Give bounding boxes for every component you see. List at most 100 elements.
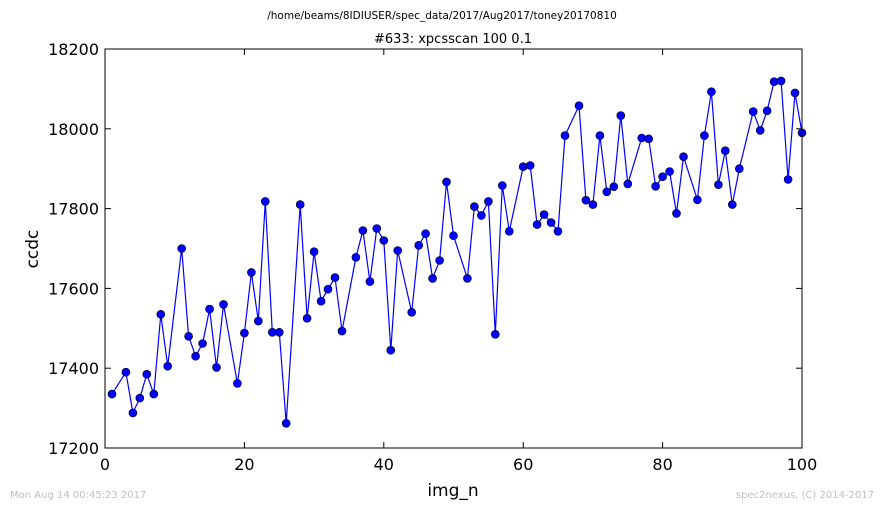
series-line: [111, 80, 803, 424]
data-point: [184, 331, 193, 341]
data-point: [428, 274, 437, 283]
data-point: [205, 304, 214, 314]
data-point: [386, 345, 396, 355]
data-point: [525, 161, 535, 170]
data-point: [274, 327, 284, 337]
data-point: [560, 131, 570, 140]
data-point: [484, 197, 493, 206]
data-point: [755, 126, 765, 135]
axes-frame: [104, 48, 803, 449]
x-tick-label: 0: [100, 455, 110, 474]
data-point: [198, 339, 207, 348]
data-point: [658, 172, 667, 181]
data-point: [281, 418, 291, 428]
data-point: [295, 200, 305, 209]
data-point: [714, 180, 723, 189]
data-point: [602, 187, 612, 197]
x-tick-label: 40: [374, 455, 394, 474]
data-point: [790, 88, 800, 98]
data-point: [574, 101, 584, 110]
data-point: [128, 408, 138, 418]
data-point: [309, 247, 319, 256]
data-point: [672, 209, 681, 218]
data-point: [379, 236, 389, 245]
y-tick-label: 18200: [48, 40, 99, 59]
x-axis-label: img_n: [427, 481, 478, 501]
x-axis-ticks: 0 20 40 60 80 100: [100, 49, 817, 474]
data-point: [490, 329, 500, 339]
data-point: [372, 224, 382, 233]
data-point: [518, 162, 528, 171]
y-tick-label: 17800: [48, 200, 99, 219]
data-point: [142, 369, 152, 379]
data-point: [233, 379, 242, 388]
data-point: [393, 246, 403, 255]
data-point: [762, 106, 772, 116]
data-point: [546, 218, 556, 227]
data-point: [470, 202, 479, 211]
data-point: [247, 268, 256, 277]
x-tick-label: 60: [513, 455, 533, 474]
data-point: [316, 296, 326, 306]
y-tick-label: 17600: [48, 279, 99, 298]
data-point: [553, 227, 563, 236]
data-point: [776, 76, 786, 86]
data-point: [532, 220, 542, 229]
data-point: [679, 152, 688, 161]
data-point: [644, 134, 654, 144]
data-point: [727, 200, 737, 209]
data-point: [435, 256, 444, 265]
data-point: [665, 167, 674, 176]
y-axis-ticks: 17200 17400 17600 17800 18000 18200: [48, 40, 802, 458]
data-point: [212, 363, 221, 372]
data-point: [421, 229, 430, 238]
data-point: [539, 210, 549, 219]
data-point: [191, 351, 200, 361]
data-point: [783, 175, 793, 184]
data-point: [323, 284, 333, 294]
data-point: [720, 146, 730, 155]
footer-timestamp: Mon Aug 14 00:45:23 2017: [10, 490, 146, 501]
y-tick-label: 17400: [48, 359, 99, 378]
data-point: [504, 227, 514, 236]
data-point: [651, 182, 660, 191]
y-tick-label: 18000: [48, 120, 99, 139]
data-point: [581, 195, 591, 205]
data-point: [365, 277, 375, 286]
data-point: [156, 309, 166, 319]
data-point: [700, 131, 709, 140]
data-point: [337, 326, 347, 336]
data-point: [623, 179, 633, 189]
data-point: [595, 131, 605, 140]
data-point: [414, 241, 424, 250]
data-point: [693, 195, 702, 205]
data-point: [407, 307, 417, 317]
data-point: [707, 87, 716, 96]
data-point: [330, 273, 340, 282]
data-point: [748, 107, 758, 116]
data-point: [121, 367, 131, 377]
data-point: [240, 328, 249, 338]
data-point: [449, 231, 458, 240]
footer-credit: spec2nexus, (C) 2014-2017: [736, 490, 874, 501]
data-point: [588, 200, 598, 209]
data-point: [260, 197, 270, 206]
data-point: [463, 274, 472, 283]
suptitle: /home/beams/8IDIUSER/spec_data/2017/Aug2…: [267, 10, 617, 22]
data-point: [149, 389, 159, 399]
data-point: [351, 252, 361, 262]
data-point: [734, 164, 744, 173]
x-tick-label: 80: [652, 455, 672, 474]
data-point: [442, 177, 451, 187]
data-point: [477, 211, 486, 220]
data-point: [497, 181, 507, 190]
y-axis-label: ccdc: [23, 230, 43, 269]
x-tick-label: 100: [787, 455, 818, 474]
data-point: [253, 316, 263, 326]
data-point: [163, 361, 172, 371]
data-point: [135, 393, 145, 403]
data-point: [219, 300, 228, 309]
data-point: [107, 389, 117, 399]
data-point: [358, 226, 368, 235]
